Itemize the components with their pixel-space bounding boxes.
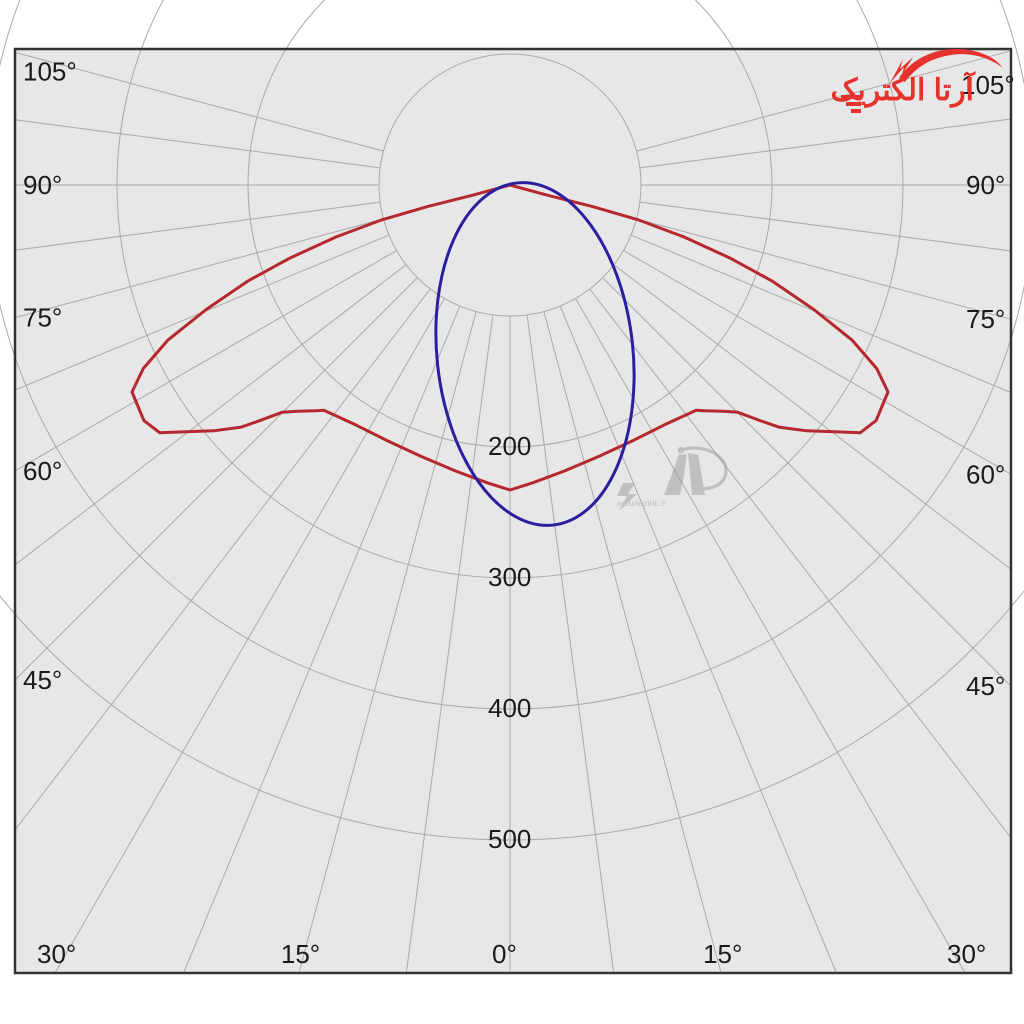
svg-text:105°: 105°	[23, 56, 77, 86]
svg-text:artaelectric.ir: artaelectric.ir	[617, 498, 666, 508]
svg-text:90°: 90°	[23, 170, 62, 200]
svg-text:75°: 75°	[23, 303, 62, 333]
svg-text:آرتا الكتریک: آرتا الكتریک	[831, 70, 976, 108]
svg-text:75°: 75°	[966, 304, 1005, 334]
svg-text:60°: 60°	[23, 456, 62, 486]
svg-text:30°: 30°	[947, 939, 986, 969]
svg-text:500: 500	[488, 824, 531, 854]
svg-text:400: 400	[488, 693, 531, 723]
svg-text:15°: 15°	[281, 939, 320, 969]
svg-text:0°: 0°	[492, 939, 517, 969]
svg-text:200: 200	[488, 431, 531, 461]
svg-text:300: 300	[488, 562, 531, 592]
svg-text:15°: 15°	[703, 939, 742, 969]
svg-text:45°: 45°	[23, 665, 62, 695]
svg-text:90°: 90°	[966, 170, 1005, 200]
svg-text:30°: 30°	[37, 939, 76, 969]
svg-text:60°: 60°	[966, 459, 1005, 489]
svg-text:45°: 45°	[966, 671, 1005, 701]
